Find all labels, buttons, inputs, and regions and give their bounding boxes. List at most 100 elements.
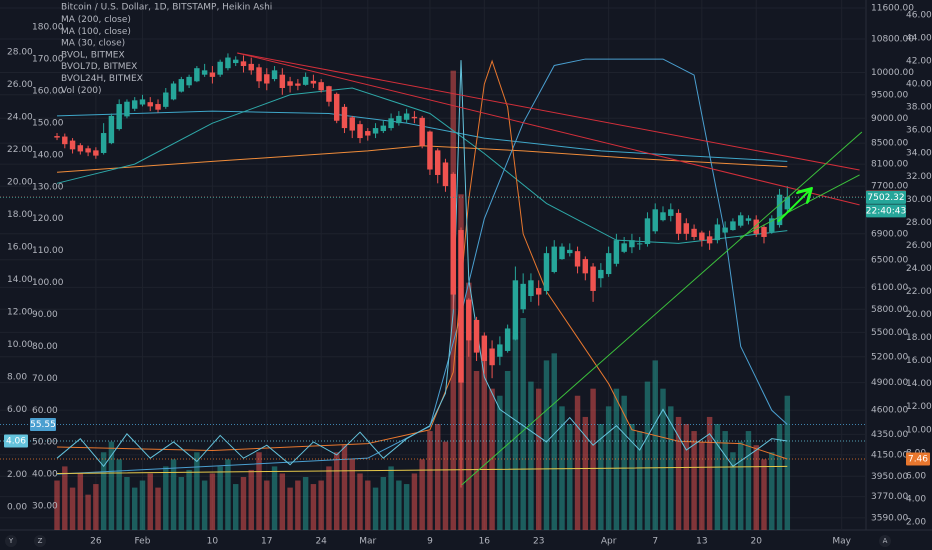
y-tick-label: 42.00 xyxy=(906,57,932,67)
volume-bar xyxy=(147,473,153,530)
candle-body xyxy=(753,219,759,234)
series-last-label-bg xyxy=(906,452,930,466)
labels: 11600.00 10800.00 10000.00 9500.00 9000.00 85… xyxy=(4,3,932,547)
y-tick-label: 160.00 xyxy=(32,86,64,96)
volume-bar xyxy=(116,459,122,530)
volume-bar xyxy=(528,381,534,530)
x-tick-label: 7 xyxy=(652,537,658,547)
y-tick-label: 4900.00 xyxy=(871,378,908,388)
toolbar-label[interactable]: Y xyxy=(8,537,14,545)
volume-bar xyxy=(473,371,480,530)
y-tick-label: 16.00 xyxy=(906,356,932,366)
y-tick-label: 24.00 xyxy=(906,264,932,274)
volume-bar xyxy=(194,452,200,530)
volume-bar xyxy=(264,480,270,530)
last-price-label-bg xyxy=(866,190,906,204)
series-line xyxy=(57,59,788,460)
y-tick-label: 140.00 xyxy=(32,150,64,160)
candle-body xyxy=(660,212,666,221)
volume-bar xyxy=(396,480,402,530)
volume-bar xyxy=(248,469,254,530)
volume-bar xyxy=(574,395,581,530)
candle-body xyxy=(776,194,783,226)
candle-body xyxy=(217,61,223,75)
candle-body xyxy=(745,218,752,221)
candle-body xyxy=(489,348,495,366)
candle-body xyxy=(194,68,200,82)
y-tick-label: 30.00 xyxy=(32,502,58,512)
y-tick-label: 6100.00 xyxy=(871,283,908,293)
y-tick-label: 3590.00 xyxy=(871,513,908,523)
volume-bar xyxy=(504,371,511,530)
candle-body xyxy=(147,102,153,107)
y-tick-label: 70.00 xyxy=(32,374,58,384)
toolbar-label[interactable]: Z xyxy=(38,537,43,545)
volume-bar xyxy=(201,480,208,530)
volume-bar xyxy=(155,487,161,530)
candle-body xyxy=(326,86,332,102)
toolbar-button[interactable] xyxy=(879,535,891,547)
toolbar-label[interactable]: A xyxy=(883,537,888,545)
candle-body xyxy=(761,226,767,237)
series-line xyxy=(56,58,788,475)
volume-bar xyxy=(310,484,317,530)
candle-body xyxy=(357,124,363,139)
candle-body xyxy=(131,100,138,109)
y-tick-label: 6.00 xyxy=(7,405,27,415)
volume-bar xyxy=(357,473,363,530)
volume-bar xyxy=(295,480,301,530)
y-tick-label: 18.00 xyxy=(7,210,33,220)
candle-body xyxy=(396,115,402,124)
y-tick-label: 9000.00 xyxy=(871,114,908,124)
volume-bar xyxy=(636,431,643,530)
x-tick-label: Feb xyxy=(135,537,151,547)
volume-bar xyxy=(365,480,371,530)
candle-body xyxy=(730,221,736,231)
candle-body xyxy=(170,83,177,100)
volume-bar xyxy=(139,480,146,530)
candle-body xyxy=(535,288,542,295)
y-tick-label: 8.00 xyxy=(7,372,27,382)
y-tick-label: 14.00 xyxy=(906,379,932,389)
volume-bar xyxy=(567,424,573,530)
y-tick-label: 5200.00 xyxy=(871,352,908,362)
candle-body xyxy=(466,299,472,341)
candle-body xyxy=(582,259,589,274)
y-tick-label: 4150.00 xyxy=(871,450,908,460)
candle-body xyxy=(434,150,441,175)
y-tick-label: 22.00 xyxy=(7,145,33,155)
volume-bar xyxy=(124,477,130,530)
volume-bar xyxy=(326,466,332,530)
y-tick-label: 12.00 xyxy=(7,307,33,317)
candle-body xyxy=(333,93,340,121)
y-tick-label: 36.00 xyxy=(906,126,932,136)
candle-body xyxy=(737,215,744,226)
volume-bar xyxy=(388,466,394,530)
toolbar-button[interactable] xyxy=(5,535,17,547)
volume-bar xyxy=(318,480,324,530)
volume-bar xyxy=(77,473,84,530)
candle-body xyxy=(62,136,68,145)
candle-body xyxy=(248,63,254,71)
volume-bar xyxy=(668,406,674,530)
y-tick-label: 2.00 xyxy=(906,517,926,527)
y-tick-label: 7700.00 xyxy=(871,182,908,192)
series-line xyxy=(56,60,788,468)
series-last-label: 4.06 xyxy=(6,436,26,446)
candle-body xyxy=(668,209,674,216)
y-tick-label: 5800.00 xyxy=(871,305,908,315)
volume-bar xyxy=(178,477,185,530)
volume-bar xyxy=(287,487,293,530)
candle-body xyxy=(706,236,713,244)
candle-body xyxy=(691,228,697,237)
y-tick-label: 38.00 xyxy=(906,103,932,113)
x-tick-label: May xyxy=(832,537,851,547)
volume-bar xyxy=(100,452,107,530)
candle-body xyxy=(209,72,216,77)
candle-body xyxy=(473,319,480,353)
series-last-label-bg xyxy=(30,417,56,431)
candle-body xyxy=(528,280,534,297)
volume-bar xyxy=(341,445,348,530)
toolbar-button[interactable] xyxy=(34,535,46,547)
